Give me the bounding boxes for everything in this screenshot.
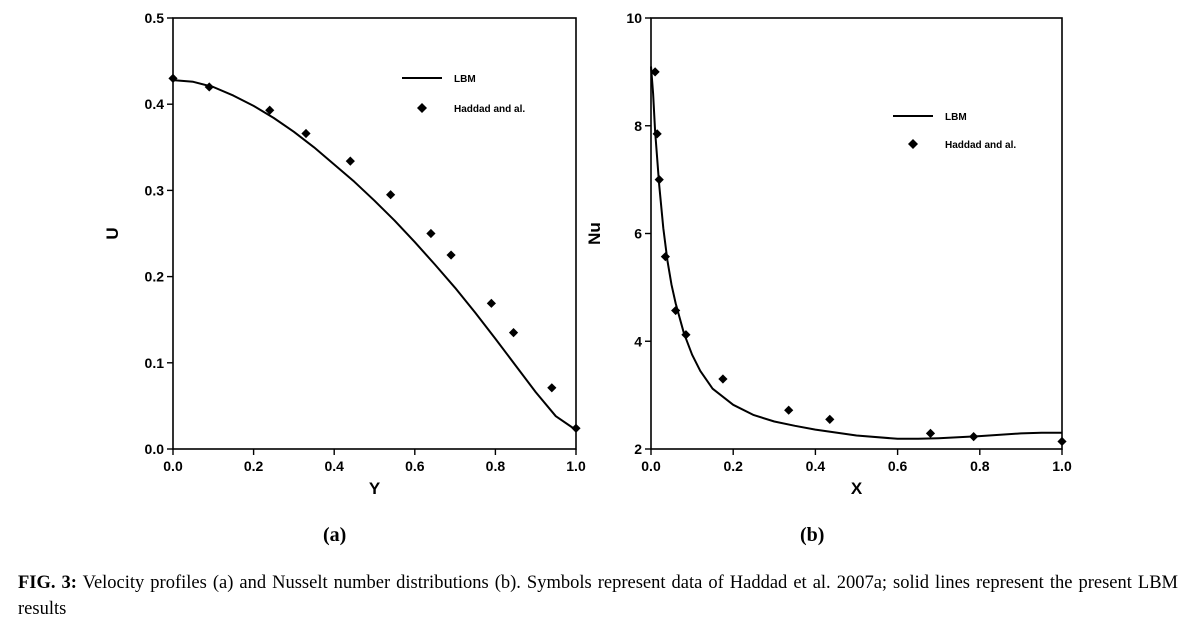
x-tick-label: 0.8 [486, 458, 506, 474]
y-tick-label: 8 [634, 118, 642, 134]
x-tick-label: 0.0 [641, 458, 661, 474]
legend-label-lbm: LBM [454, 74, 476, 85]
y-tick-label: 0.4 [145, 96, 165, 112]
y-tick-label: 0.1 [145, 355, 165, 371]
caption-text: Velocity profiles (a) and Nusselt number… [18, 573, 1178, 619]
y-tick-label: 0.2 [145, 269, 165, 285]
data-point-diamond [204, 82, 214, 92]
data-point-diamond [969, 432, 979, 442]
x-tick-label: 0.6 [888, 458, 908, 474]
data-point-diamond [547, 383, 557, 393]
y-tick-label: 4 [634, 333, 642, 349]
data-point-diamond [1057, 436, 1067, 447]
legend-diamond-swatch [908, 139, 918, 149]
data-point-diamond [301, 128, 311, 139]
data-point-diamond [386, 190, 396, 200]
x-tick-label: 0.8 [970, 458, 990, 474]
data-point-diamond [486, 298, 496, 308]
data-point-diamond [718, 374, 728, 384]
y-axis-title: Nu [585, 222, 604, 245]
x-tick-label: 1.0 [1052, 458, 1072, 474]
y-tick-label: 2 [634, 441, 642, 457]
chart-panel-a: 0.0 0.2 0.4 0.6 0.8 1.0 0.0 0.1 0.2 0.3 0.4 0.5 Y U LB… [103, 10, 586, 498]
data-point-diamond [650, 67, 660, 77]
legend-diamond-swatch [417, 103, 427, 113]
y-tick-label: 0.3 [145, 182, 165, 198]
series-line-lbm [650, 66, 1062, 440]
panel-label-b: (b) [800, 524, 825, 546]
data-point-diamond [426, 228, 436, 239]
x-tick-label: 1.0 [566, 458, 586, 474]
data-point-diamond [571, 423, 581, 433]
plot-frame [172, 17, 577, 450]
plot-frame [650, 17, 1063, 450]
data-point-diamond [671, 305, 681, 316]
data-point-diamond [654, 175, 664, 185]
x-tick-label: 0.2 [723, 458, 743, 474]
series-line-lbm [172, 79, 577, 431]
x-tick-label: 0.4 [324, 458, 344, 474]
legend-label-haddad: Haddad and al. [945, 140, 1016, 151]
chart-panel-b: 0.0 0.2 0.4 0.6 0.8 1.0 2 4 6 8 10 X Nu LBM Haddad and… [585, 10, 1072, 498]
data-point-diamond [446, 250, 456, 260]
figure-caption: FIG. 3: Velocity profiles (a) and Nussel… [18, 570, 1178, 622]
x-tick-label: 0.6 [405, 458, 425, 474]
x-tick-label: 0.2 [244, 458, 264, 474]
data-point-diamond [652, 129, 662, 139]
y-tick-label: 6 [634, 226, 642, 242]
data-point-diamond [265, 105, 275, 115]
legend-label-lbm: LBM [945, 112, 967, 123]
data-point-diamond [681, 330, 691, 340]
y-axis-title: U [103, 227, 122, 239]
figure-charts: 0.0 0.2 0.4 0.6 0.8 1.0 0.0 0.1 0.2 0.3 0.4 0.5 Y U LB… [103, 10, 1072, 498]
x-tick-label: 0.0 [163, 458, 183, 474]
y-tick-label: 10 [626, 10, 642, 26]
data-point-diamond [508, 328, 519, 338]
data-point-diamond [168, 73, 178, 83]
y-tick-label: 0.0 [145, 441, 165, 457]
x-axis-title: Y [369, 479, 381, 498]
caption-label: FIG. 3: [18, 573, 77, 593]
data-point-diamond [345, 156, 355, 166]
legend-label-haddad: Haddad and al. [454, 104, 525, 115]
panel-label-a: (a) [323, 524, 347, 546]
data-point-diamond [660, 252, 670, 262]
data-point-diamond [825, 414, 835, 424]
x-axis-title: X [851, 479, 863, 498]
x-tick-label: 0.4 [806, 458, 826, 474]
data-point-diamond [784, 405, 794, 415]
y-tick-label: 0.5 [145, 10, 165, 26]
data-point-diamond [925, 428, 936, 438]
